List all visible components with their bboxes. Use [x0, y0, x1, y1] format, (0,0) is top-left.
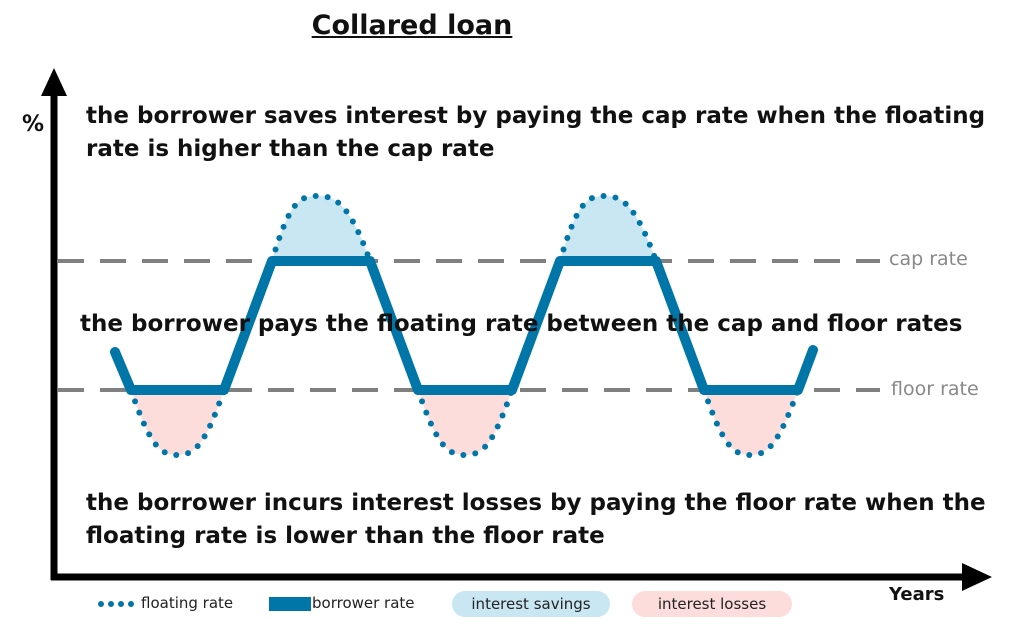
- y-axis-label: %: [22, 112, 45, 137]
- legend-losses: interest losses: [632, 591, 792, 617]
- loss-area-1: [131, 390, 224, 455]
- legend-borrower-label: borrower rate: [312, 594, 415, 612]
- borrower-rate-line: [110, 256, 818, 395]
- savings-area-1: [272, 196, 370, 261]
- floating-rate-trough-3: [701, 387, 801, 459]
- x-axis-arrow: [962, 563, 992, 591]
- legend-floating-dots: [98, 601, 134, 607]
- floating-rate-peak-1: [269, 192, 373, 264]
- loss-area-3: [704, 390, 798, 455]
- annotation-losses: the borrower incurs interest losses by p…: [86, 490, 986, 549]
- annotation-between: the borrower pays the floating rate betw…: [80, 311, 963, 337]
- y-axis-arrow: [41, 68, 67, 96]
- legend-floating-label: floating rate: [141, 594, 234, 612]
- diagram-title: Collared loan: [311, 10, 513, 41]
- legend-borrower-swatch: [269, 597, 311, 611]
- floor-rate-label: floor rate: [891, 378, 979, 400]
- annotation-savings: the borrower saves interest by paying th…: [86, 103, 986, 162]
- x-axis-label: Years: [889, 584, 945, 605]
- floating-rate-trough-1: [128, 387, 227, 459]
- legend-savings: interest savings: [452, 591, 610, 617]
- floating-rate-trough-2: [415, 387, 515, 459]
- savings-area-2: [560, 196, 656, 261]
- cap-rate-label: cap rate: [889, 248, 968, 270]
- loss-area-2: [418, 390, 512, 455]
- floating-rate-peak-2: [557, 192, 659, 264]
